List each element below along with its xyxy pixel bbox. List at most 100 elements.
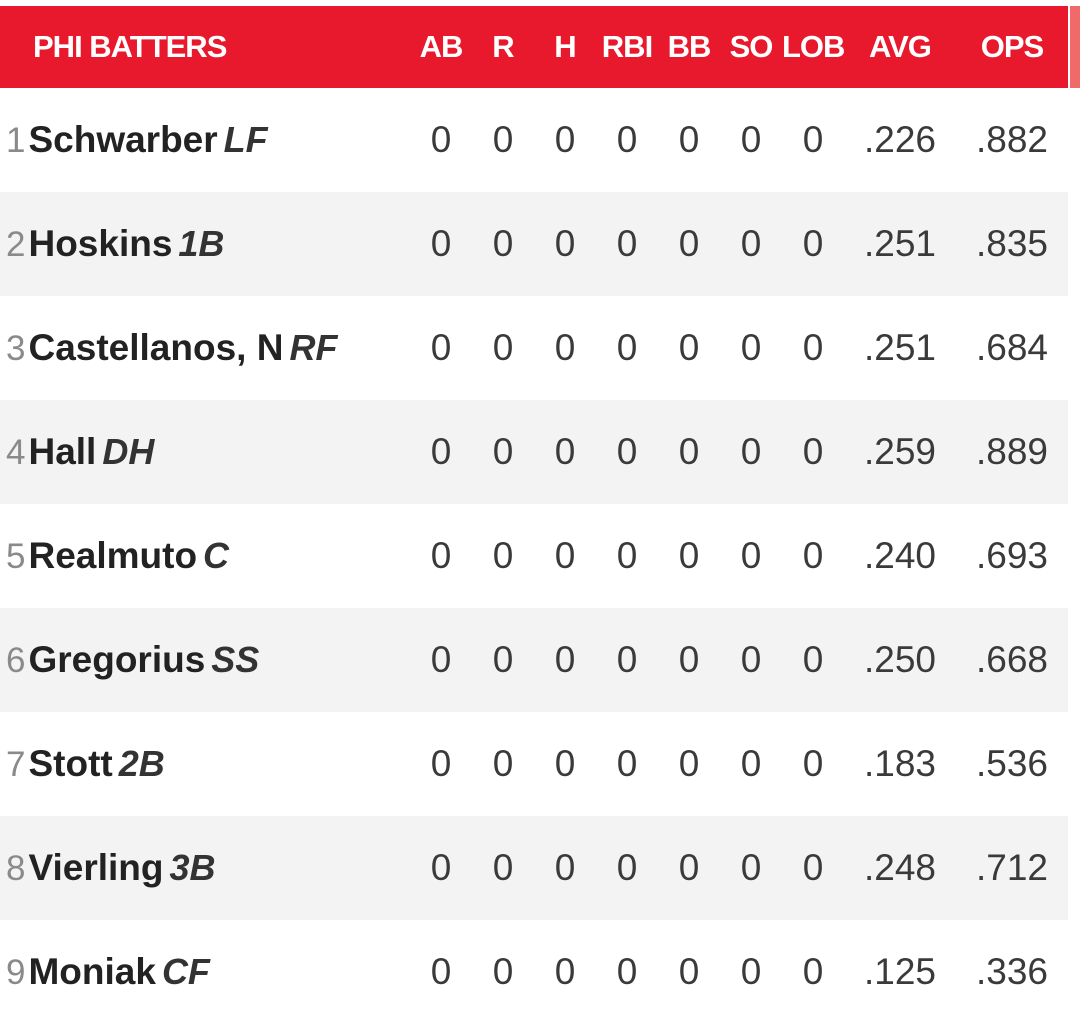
player-position: C (203, 535, 230, 576)
table-row: 1Schwarber LF 0 0 0 0 0 0 0.226.882 (0, 88, 1068, 192)
player-position: DH (102, 431, 155, 472)
batting-order: 7 (6, 745, 26, 784)
stat-rbi: 0 (616, 951, 638, 992)
stat-lob: 0 (802, 223, 824, 264)
stat-ab: 0 (430, 535, 452, 576)
stat-avg: .251 (863, 223, 936, 264)
batting-order: 6 (6, 641, 26, 680)
stat-avg: .183 (863, 743, 936, 784)
stat-bb: 0 (678, 223, 700, 264)
stat-so: 0 (740, 951, 762, 992)
stat-h: 0 (554, 223, 576, 264)
player-name-link[interactable]: Hall (28, 431, 97, 472)
stat-ops: .336 (975, 951, 1048, 992)
stat-h: 0 (554, 431, 576, 472)
col-header-r: R (492, 29, 514, 64)
player-name-link[interactable]: Stott (28, 743, 113, 784)
stat-r: 0 (492, 639, 514, 680)
stat-lob: 0 (802, 951, 824, 992)
batters-rows: 1Schwarber LF 0 0 0 0 0 0 0.226.882 2Hoskins 1B 0 0 0… (0, 88, 1068, 1011)
player-name-link[interactable]: Gregorius (28, 639, 206, 680)
col-header-avg: AVG (869, 29, 932, 64)
stat-ab: 0 (430, 951, 452, 992)
stat-h: 0 (554, 951, 576, 992)
stat-ab: 0 (430, 119, 452, 160)
player-name-link[interactable]: Hoskins (28, 223, 173, 264)
stat-lob: 0 (802, 431, 824, 472)
col-header-h: H (554, 29, 576, 64)
stat-rbi: 0 (616, 535, 638, 576)
stat-h: 0 (554, 327, 576, 368)
player-name-link[interactable]: Schwarber (28, 119, 218, 160)
stat-avg: .250 (863, 639, 936, 680)
stat-ab: 0 (430, 223, 452, 264)
stat-bb: 0 (678, 431, 700, 472)
col-header-bb: BB (667, 29, 712, 64)
stat-rbi: 0 (616, 743, 638, 784)
stat-ops: .889 (975, 431, 1048, 472)
stat-ops: .835 (975, 223, 1048, 264)
table-row: 6Gregorius SS 0 0 0 0 0 0 0.250.668 (0, 608, 1068, 712)
stat-rbi: 0 (616, 119, 638, 160)
stat-so: 0 (740, 327, 762, 368)
stat-bb: 0 (678, 535, 700, 576)
stat-r: 0 (492, 431, 514, 472)
player-position: 1B (178, 223, 225, 264)
stat-lob: 0 (802, 535, 824, 576)
stat-r: 0 (492, 223, 514, 264)
stat-ab: 0 (430, 743, 452, 784)
stat-bb: 0 (678, 327, 700, 368)
stat-lob: 0 (802, 639, 824, 680)
stat-so: 0 (740, 639, 762, 680)
table-header-row: PHI BATTERS AB R H RBI BB SO LOB AVG OPS (0, 6, 1068, 88)
batting-order: 9 (6, 953, 26, 992)
col-header-so: SO (729, 29, 774, 64)
player-position: 2B (118, 743, 165, 784)
player-position: LF (223, 119, 268, 160)
stat-avg: .251 (863, 327, 936, 368)
stat-ops: .684 (975, 327, 1048, 368)
stat-so: 0 (740, 743, 762, 784)
scrollbar-thumb[interactable] (1070, 6, 1080, 88)
player-name-link[interactable]: Castellanos, N (28, 327, 284, 368)
batter-cell: 5Realmuto C (0, 504, 410, 608)
batting-order: 5 (6, 537, 26, 576)
stat-r: 0 (492, 847, 514, 888)
table-row: 7Stott 2B 0 0 0 0 0 0 0.183.536 (0, 712, 1068, 816)
stat-r: 0 (492, 743, 514, 784)
stat-ab: 0 (430, 639, 452, 680)
stat-lob: 0 (802, 119, 824, 160)
player-name-link[interactable]: Vierling (28, 847, 164, 888)
table-row: 9Moniak CF 0 0 0 0 0 0 0.125.336 (0, 920, 1068, 1011)
batters-table: PHI BATTERS AB R H RBI BB SO LOB AVG OPS… (0, 6, 1068, 1011)
player-name-link[interactable]: Moniak (28, 951, 156, 992)
stat-ab: 0 (430, 847, 452, 888)
table-row: 2Hoskins 1B 0 0 0 0 0 0 0.251.835 (0, 192, 1068, 296)
table-row: 8Vierling 3B 0 0 0 0 0 0 0.248.712 (0, 816, 1068, 920)
batter-cell: 8Vierling 3B (0, 816, 410, 920)
stat-avg: .248 (863, 847, 936, 888)
stat-lob: 0 (802, 743, 824, 784)
player-name-link[interactable]: Realmuto (28, 535, 198, 576)
stat-ops: .536 (975, 743, 1048, 784)
table-row: 4Hall DH 0 0 0 0 0 0 0.259.889 (0, 400, 1068, 504)
col-header-rbi: RBI (601, 29, 653, 64)
stat-avg: .259 (863, 431, 936, 472)
stat-bb: 0 (678, 847, 700, 888)
batter-cell: 7Stott 2B (0, 712, 410, 816)
stat-so: 0 (740, 223, 762, 264)
stat-rbi: 0 (616, 847, 638, 888)
stat-so: 0 (740, 535, 762, 576)
stat-ops: .693 (975, 535, 1048, 576)
col-header-ab: AB (419, 29, 464, 64)
stat-rbi: 0 (616, 223, 638, 264)
batting-order: 4 (6, 433, 26, 472)
batter-cell: 3Castellanos, N RF (0, 296, 410, 400)
batting-order: 2 (6, 225, 26, 264)
stat-r: 0 (492, 535, 514, 576)
stat-bb: 0 (678, 743, 700, 784)
stat-bb: 0 (678, 639, 700, 680)
stat-r: 0 (492, 951, 514, 992)
stat-r: 0 (492, 327, 514, 368)
stat-rbi: 0 (616, 327, 638, 368)
